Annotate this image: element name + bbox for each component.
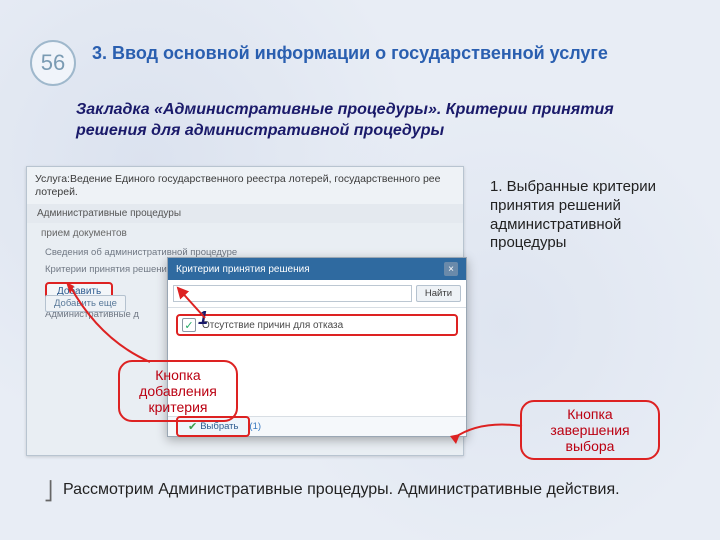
page-number: 56 [41, 50, 65, 76]
tab-admin-procedures[interactable]: Административные процедуры [27, 204, 463, 223]
page-subtitle: Закладка «Административные процедуры». К… [76, 100, 636, 142]
criteria-row-1[interactable]: ✓ Отсутствие причин для отказа [176, 314, 458, 336]
select-button-label: Выбрать [200, 421, 238, 432]
bottom-bullet: ⎦ Рассмотрим Административные процедуры.… [44, 480, 684, 503]
bullet-icon: ⎦ [44, 480, 53, 503]
page-title: 3. Ввод основной информации о государств… [92, 42, 692, 65]
annotation-marker-1: 1 [198, 308, 208, 329]
app-screenshot: Услуга:Ведение Единого государственного … [26, 166, 464, 456]
checkbox-icon[interactable]: ✓ [182, 318, 196, 332]
add-more-button[interactable]: Добавить еще [45, 295, 126, 312]
criteria-row-1-label: Отсутствие причин для отказа [202, 320, 343, 331]
bottom-bullet-text: Рассмотрим Административные процедуры. А… [63, 480, 620, 501]
dialog-search-row: Найти [168, 280, 466, 308]
section-reception: прием документов [27, 223, 463, 244]
dialog-title: Критерии принятия решения [176, 264, 310, 275]
callout-add-button: Кнопка добавления критерия [118, 360, 238, 422]
find-button[interactable]: Найти [416, 285, 461, 302]
dialog-header: Критерии принятия решения × [168, 258, 466, 280]
search-input[interactable] [173, 285, 412, 302]
callout-add-text: Кнопка добавления критерия [130, 367, 226, 415]
window-title-line2: лотерей. [35, 186, 78, 198]
page-number-badge: 56 [30, 40, 76, 86]
callout-select-text: Кнопка завершения выбора [532, 406, 648, 454]
side-annotation-1: 1. Выбранные критерии принятия решений а… [490, 178, 700, 253]
callout-select-button: Кнопка завершения выбора [520, 400, 660, 460]
close-icon[interactable]: × [444, 262, 458, 276]
window-title-line1: Услуга:Ведение Единого государственного … [35, 173, 441, 185]
window-title: Услуга:Ведение Единого государственного … [27, 167, 463, 204]
